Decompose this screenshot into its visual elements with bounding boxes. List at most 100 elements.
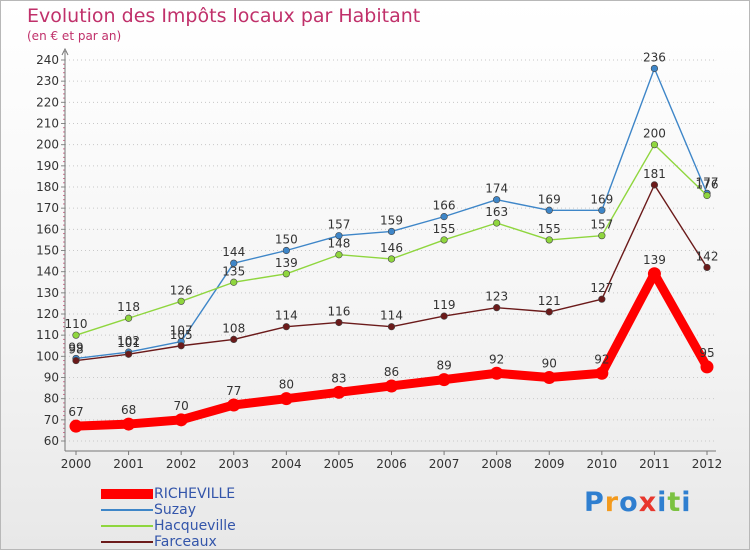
data-label: 80 xyxy=(279,378,294,392)
data-label: 90 xyxy=(542,357,557,371)
y-tick-label: 210 xyxy=(36,117,59,131)
data-point xyxy=(440,236,448,244)
data-label: 95 xyxy=(699,346,714,360)
data-point xyxy=(282,323,290,331)
data-point xyxy=(227,398,241,412)
series-hacqueville: 110 118 126 135 139 148 146 155 163 155 157 200 176 xyxy=(65,127,719,339)
x-tick-label: 2007 xyxy=(429,457,460,471)
data-label: 142 xyxy=(696,249,719,263)
data-point xyxy=(230,259,238,267)
data-label: 118 xyxy=(117,300,140,314)
x-tick-label: 2004 xyxy=(271,457,302,471)
data-label: 176 xyxy=(696,177,719,191)
data-label: 98 xyxy=(68,343,83,357)
data-point xyxy=(230,278,238,286)
data-point xyxy=(437,373,451,387)
data-label: 116 xyxy=(327,304,350,318)
data-point xyxy=(69,419,83,433)
data-label: 119 xyxy=(433,298,456,312)
data-label: 139 xyxy=(643,253,666,267)
data-label: 174 xyxy=(485,182,508,196)
data-point xyxy=(230,335,238,344)
logo-letter: i xyxy=(657,487,668,518)
logo-letter: P xyxy=(584,487,605,518)
y-axis-arrow xyxy=(61,47,69,56)
data-label: 157 xyxy=(327,218,350,232)
legend-swatch-farceaux xyxy=(101,541,153,543)
x-tick-label: 2011 xyxy=(639,457,670,471)
data-point xyxy=(174,413,188,427)
data-point xyxy=(493,304,501,312)
legend-swatch-suzay xyxy=(101,509,153,511)
data-point xyxy=(598,206,606,214)
y-tick-label: 90 xyxy=(44,371,59,385)
x-tick-label: 2005 xyxy=(324,457,355,471)
y-tick-label: 230 xyxy=(36,74,59,88)
x-tick-label: 2010 xyxy=(587,457,618,471)
data-label: 127 xyxy=(590,281,613,295)
data-point xyxy=(493,196,501,204)
data-point xyxy=(72,356,80,365)
data-point xyxy=(545,308,553,316)
data-label: 181 xyxy=(643,167,666,181)
y-tick-label: 200 xyxy=(36,138,59,152)
series-line xyxy=(75,143,708,336)
y-tick-label: 100 xyxy=(36,349,59,363)
data-point xyxy=(335,251,343,259)
data-point xyxy=(387,323,396,331)
data-label: 146 xyxy=(380,241,403,255)
data-label: 67 xyxy=(68,405,83,419)
data-point xyxy=(385,379,398,393)
data-point xyxy=(542,371,556,384)
data-label: 123 xyxy=(485,290,508,304)
y-tick-label: 80 xyxy=(44,392,59,406)
data-label: 101 xyxy=(117,336,140,350)
x-tick-label: 2012 xyxy=(692,457,723,471)
y-tick-label: 190 xyxy=(36,159,59,173)
y-tick-label: 140 xyxy=(36,265,59,279)
data-label: 77 xyxy=(226,384,241,398)
data-label: 83 xyxy=(331,371,346,385)
data-point xyxy=(595,366,609,380)
legend-label-richeville: RICHEVILLE xyxy=(154,486,236,502)
y-tick-label: 70 xyxy=(44,413,59,427)
data-point xyxy=(545,206,553,214)
data-label: 177 xyxy=(696,175,719,189)
data-point xyxy=(177,342,185,350)
data-point xyxy=(387,227,396,236)
data-label: 157 xyxy=(590,218,613,232)
data-point xyxy=(440,213,448,221)
data-label: 108 xyxy=(222,321,245,335)
data-point xyxy=(122,417,136,431)
x-tick-label: 2008 xyxy=(481,457,512,471)
data-point xyxy=(124,350,133,358)
data-label: 135 xyxy=(222,264,245,278)
y-tick-label: 240 xyxy=(36,53,59,67)
data-label: 200 xyxy=(643,127,666,141)
data-label: 92 xyxy=(594,352,609,366)
data-label: 148 xyxy=(327,237,350,251)
logo-letter: i xyxy=(681,487,692,518)
data-label: 121 xyxy=(538,294,561,308)
data-point xyxy=(124,314,133,322)
logo-letter: x xyxy=(638,487,658,518)
data-point xyxy=(335,232,343,240)
data-label: 107 xyxy=(170,324,193,338)
data-label: 166 xyxy=(433,199,456,213)
x-tick-label: 2003 xyxy=(218,457,249,471)
data-label: 70 xyxy=(174,399,189,413)
data-label: 139 xyxy=(275,256,298,270)
data-point xyxy=(650,141,659,149)
data-point xyxy=(598,295,606,303)
data-label: 110 xyxy=(65,317,88,331)
data-point xyxy=(703,263,711,272)
data-point xyxy=(703,191,711,200)
data-label: 105 xyxy=(170,328,193,342)
data-label: 126 xyxy=(170,283,193,297)
logo-letter: r xyxy=(604,487,620,518)
legend-swatch-hacqueville xyxy=(101,525,153,527)
data-label: 102 xyxy=(117,334,140,348)
y-tick-label: 120 xyxy=(36,307,59,321)
series-farceaux: 98 101 105 108 114 116 114 119 123 121 127 181 142 xyxy=(68,167,719,365)
